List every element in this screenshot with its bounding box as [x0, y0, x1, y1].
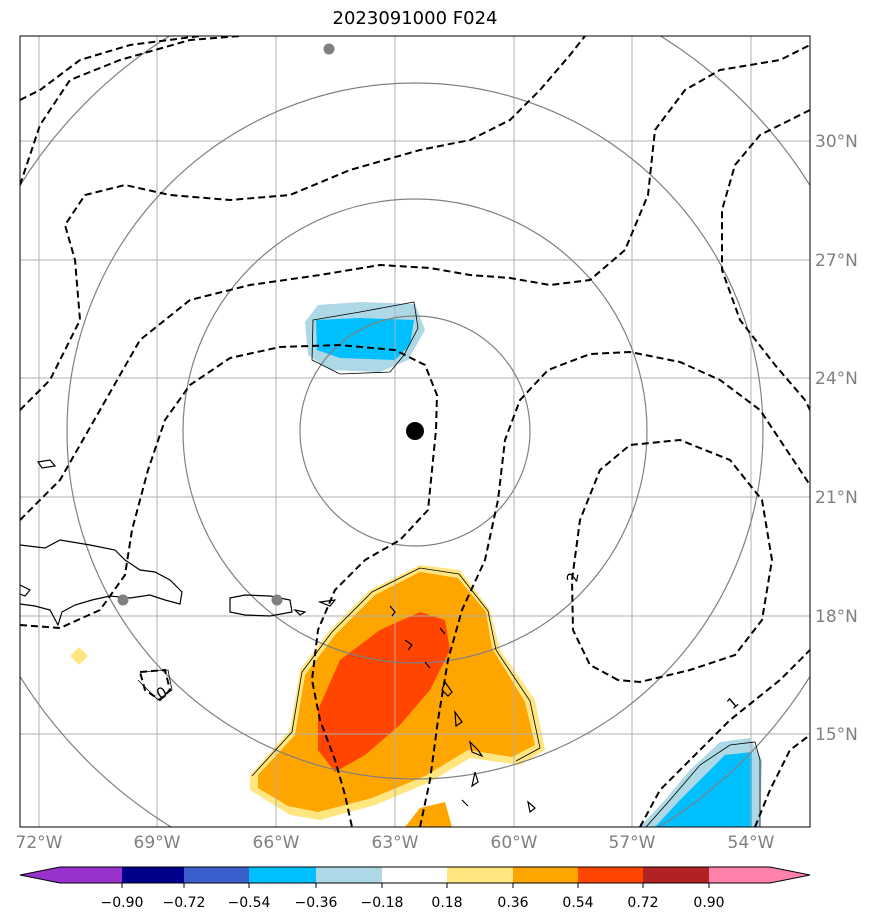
- x-tick-60w: 60°W: [491, 833, 538, 853]
- map-title: 2023091000 F024: [332, 8, 498, 29]
- range-ring-inner: [299, 315, 531, 547]
- colorbar-tick-8: 0.54: [562, 895, 593, 911]
- colorbar-tick-10: 0.90: [693, 895, 724, 911]
- shade-0.54-0.72: [318, 612, 450, 772]
- colorbar-tick-5: −0.18: [361, 895, 404, 911]
- colorbar-extend-high: [770, 867, 810, 883]
- contour-right-1: [721, 109, 810, 411]
- x-tick-57w: 57°W: [609, 833, 656, 853]
- colorbar-ticks: [121, 883, 710, 888]
- contour-outer-2: [20, 36, 241, 186]
- colorbar-tick-3: −0.54: [228, 895, 271, 911]
- station-marker-hispaniola: [117, 594, 129, 606]
- x-tick-69w: 69°W: [134, 833, 181, 853]
- y-tick-30n: 30°N: [815, 132, 858, 152]
- y-tick-24n: 24°N: [815, 369, 858, 389]
- x-axis-ticks: 72°W 69°W 66°W 63°W 60°W 57°W 54°W: [16, 833, 775, 853]
- small-island-3: [317, 599, 337, 607]
- colorbar-seg-3: [184, 867, 249, 883]
- y-tick-21n: 21°N: [815, 488, 858, 508]
- cuba-fragment: [20, 584, 31, 597]
- station-marker-north: [323, 43, 335, 55]
- colorbar-seg-10: [643, 867, 709, 883]
- colorbar-extend-low: [20, 867, 60, 883]
- y-tick-18n: 18°N: [815, 607, 858, 627]
- hispaniola-outline: [20, 539, 183, 627]
- x-tick-72w: 72°W: [16, 833, 63, 853]
- colorbar-seg-2: [122, 867, 184, 883]
- shaded-field-positive: [70, 565, 545, 827]
- colorbar-seg-9: [578, 867, 643, 883]
- range-ring-outer: [66, 82, 764, 780]
- colorbar-tick-6: 0.18: [431, 895, 462, 911]
- colorbar-seg-11: [709, 867, 770, 883]
- contour-2: [570, 438, 774, 684]
- colorbar-seg-1: [60, 867, 122, 883]
- small-island-1: [36, 459, 57, 469]
- colorbar-tick-7: 0.36: [497, 895, 528, 911]
- shade-neg-north-blue: [316, 318, 414, 360]
- x-tick-54w: 54°W: [728, 833, 775, 853]
- colorbar-seg-5: [316, 867, 382, 883]
- colorbar: −0.90 −0.72 −0.54 −0.36 −0.18 0.18 0.36 …: [19, 866, 811, 911]
- contour-small-0: [138, 668, 172, 702]
- map-area: 2 1 0: [20, 36, 810, 827]
- shade-bottom-orange-patch: [405, 802, 452, 827]
- leeward-islands: [389, 605, 536, 814]
- colorbar-seg-8: [513, 867, 578, 883]
- contour-cuba: [20, 343, 439, 827]
- coastlines: [20, 459, 536, 814]
- dashed-contours: [20, 36, 810, 827]
- gridlines: [20, 36, 810, 827]
- y-tick-27n: 27°N: [815, 251, 858, 271]
- station-marker-puerto-rico: [271, 594, 283, 606]
- storm-center-marker: [406, 422, 424, 440]
- colorbar-tick-4: −0.36: [295, 895, 338, 911]
- contour-center: [419, 350, 810, 827]
- x-tick-66w: 66°W: [253, 833, 300, 853]
- map-frame: [19, 35, 811, 828]
- colorbar-seg-7: [447, 867, 513, 883]
- range-ring-middle: [182, 198, 648, 664]
- contour-1: [639, 649, 810, 827]
- contour-outer-1: [20, 36, 201, 101]
- colorbar-seg-6: [382, 867, 447, 883]
- range-rings: [20, 36, 810, 827]
- colorbar-seg-4: [249, 867, 316, 883]
- puerto-rico-outline: [229, 594, 293, 617]
- y-tick-15n: 15°N: [815, 725, 858, 745]
- shade-neg-se-blue: [655, 752, 752, 827]
- colorbar-tick-2: −0.72: [163, 895, 206, 911]
- colorbar-tick-9: 0.72: [627, 895, 658, 911]
- small-island-2: [293, 609, 307, 616]
- contour-label-2: 2: [563, 571, 582, 584]
- colorbar-tick-1: −0.90: [101, 895, 144, 911]
- contour-outer-3: [20, 36, 586, 411]
- contour-outer-4: [20, 44, 810, 521]
- y-axis-ticks: 30°N 27°N 24°N 21°N 18°N 15°N: [815, 132, 858, 745]
- x-tick-63w: 63°W: [372, 833, 419, 853]
- markers: [117, 43, 424, 606]
- shade-small-yellow-diamond: [70, 647, 88, 665]
- colorbar-outline: [19, 866, 811, 884]
